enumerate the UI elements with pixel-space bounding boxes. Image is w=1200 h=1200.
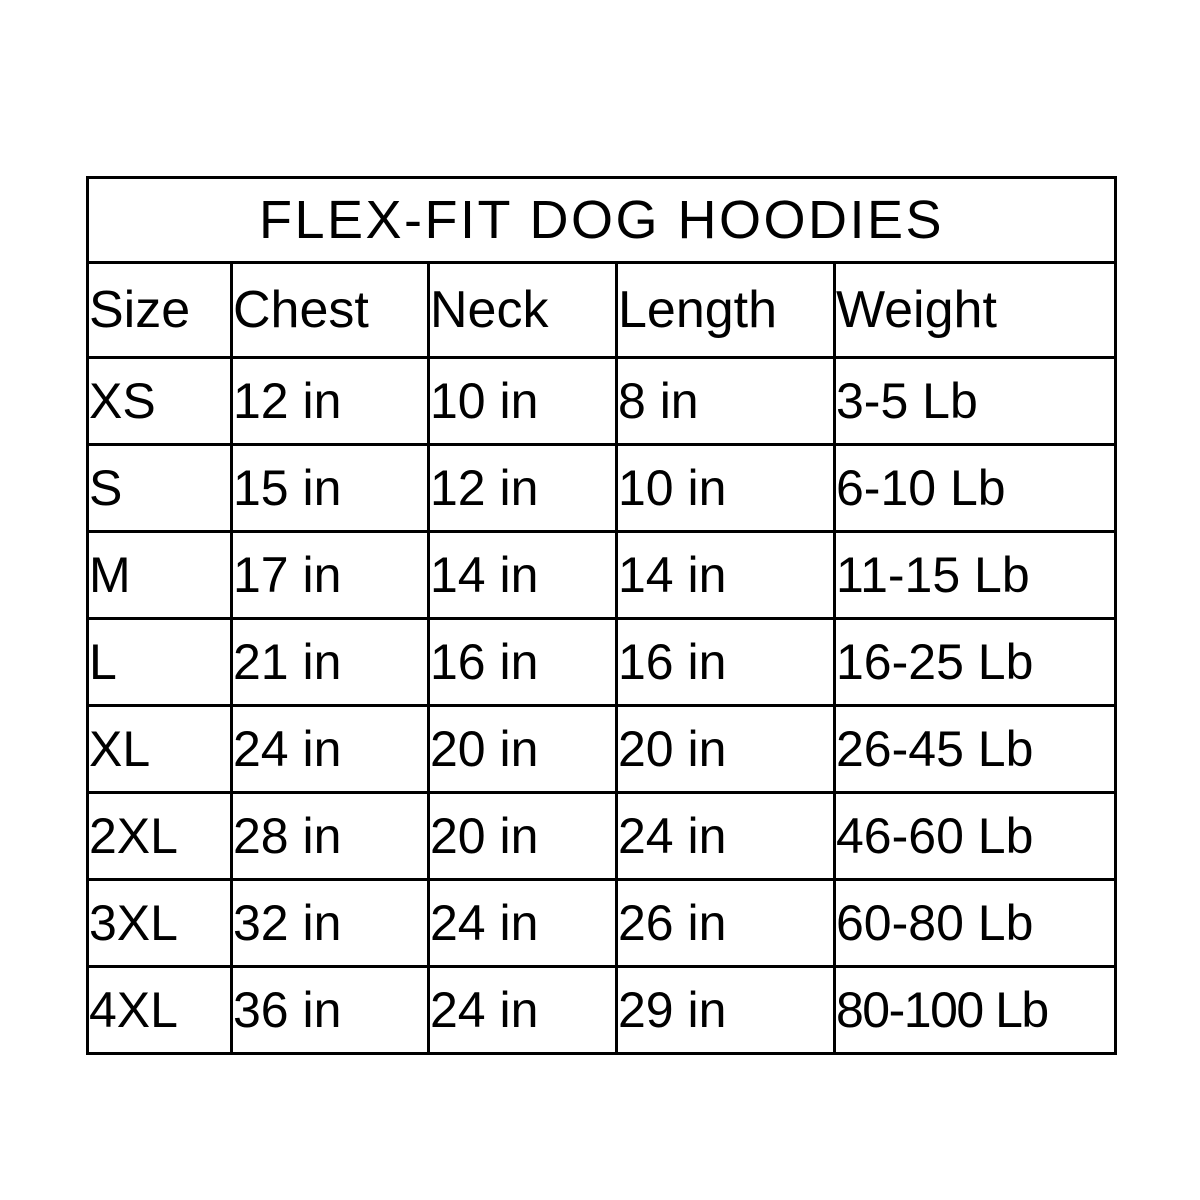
cell-size: XL: [86, 704, 233, 794]
cell-chest: 36 in: [230, 965, 430, 1055]
table-title-row: FLEX-FIT DOG HOODIES: [85, 176, 1118, 264]
cell-weight: 26-45 Lb: [832, 704, 1118, 794]
column-header-size: Size: [86, 261, 233, 359]
cell-length: 26 in: [615, 878, 836, 968]
cell-chest: 24 in: [230, 704, 430, 794]
cell-chest: 21 in: [230, 617, 430, 707]
size-chart-table: FLEX-FIT DOG HOODIES Size Chest Neck Len…: [85, 176, 1118, 1055]
cell-weight: 16-25 Lb: [832, 617, 1118, 707]
table-row: XL 24 in 20 in 20 in 26-45 Lb: [86, 704, 1118, 794]
cell-length: 16 in: [615, 617, 836, 707]
cell-neck: 12 in: [427, 443, 618, 533]
column-header-length: Length: [615, 261, 836, 359]
cell-size: 3XL: [86, 878, 233, 968]
cell-length: 24 in: [615, 791, 836, 881]
cell-length: 29 in: [615, 965, 836, 1055]
table-row: XS 12 in 10 in 8 in 3-5 Lb: [86, 356, 1118, 446]
table-row: 2XL 28 in 20 in 24 in 46-60 Lb: [86, 791, 1118, 881]
table-row: L 21 in 16 in 16 in 16-25 Lb: [86, 617, 1118, 707]
table-row: 4XL 36 in 24 in 29 in 80-100 Lb: [86, 965, 1118, 1055]
table-row: M 17 in 14 in 14 in 11-15 Lb: [86, 530, 1118, 620]
cell-neck: 20 in: [427, 704, 618, 794]
cell-size: XS: [86, 356, 233, 446]
table-row: 3XL 32 in 24 in 26 in 60-80 Lb: [86, 878, 1118, 968]
cell-weight: 60-80 Lb: [832, 878, 1118, 968]
cell-length: 14 in: [615, 530, 836, 620]
cell-chest: 28 in: [230, 791, 430, 881]
cell-neck: 10 in: [427, 356, 618, 446]
cell-neck: 20 in: [427, 791, 618, 881]
cell-neck: 24 in: [427, 965, 618, 1055]
column-header-neck: Neck: [427, 261, 618, 359]
cell-weight: 11-15 Lb: [832, 530, 1118, 620]
cell-neck: 16 in: [427, 617, 618, 707]
cell-size: L: [86, 617, 233, 707]
cell-weight: 46-60 Lb: [832, 791, 1118, 881]
cell-chest: 17 in: [230, 530, 430, 620]
cell-length: 10 in: [615, 443, 836, 533]
cell-size: 2XL: [86, 791, 233, 881]
cell-neck: 14 in: [427, 530, 618, 620]
cell-size: S: [86, 443, 233, 533]
cell-length: 20 in: [615, 704, 836, 794]
chart-title: FLEX-FIT DOG HOODIES: [85, 176, 1118, 264]
cell-chest: 15 in: [230, 443, 430, 533]
cell-size: 4XL: [86, 965, 233, 1055]
table-row: S 15 in 12 in 10 in 6-10 Lb: [86, 443, 1118, 533]
cell-chest: 12 in: [230, 356, 430, 446]
table-header-row: Size Chest Neck Length Weight: [86, 261, 1118, 359]
cell-weight: 3-5 Lb: [832, 356, 1118, 446]
cell-weight: 6-10 Lb: [832, 443, 1118, 533]
cell-neck: 24 in: [427, 878, 618, 968]
column-header-chest: Chest: [230, 261, 430, 359]
cell-weight: 80-100 Lb: [832, 965, 1118, 1055]
cell-chest: 32 in: [230, 878, 430, 968]
column-header-weight: Weight: [832, 261, 1118, 359]
cell-length: 8 in: [615, 356, 836, 446]
cell-size: M: [86, 530, 233, 620]
